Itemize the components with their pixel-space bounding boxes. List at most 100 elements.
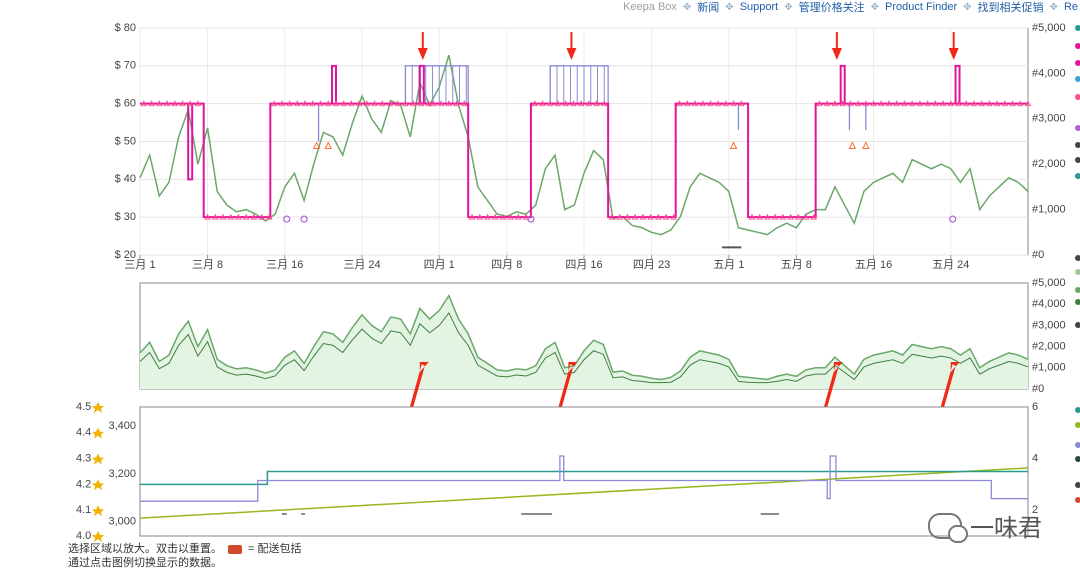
- amazon-offer-marker: [962, 100, 970, 107]
- amazon-offer-marker: [242, 213, 250, 220]
- annotation-arrow-down-icon: [566, 32, 577, 60]
- rating-star-icon: [92, 479, 104, 491]
- amazon-offer-marker: [235, 213, 242, 220]
- legend-toggle-icon: [1075, 25, 1080, 31]
- coupon-marker-icon: [283, 215, 291, 223]
- legend-toggle-icon: [1075, 422, 1080, 428]
- amazon-offer-marker: [270, 100, 278, 107]
- amazon-offer-marker: [908, 100, 916, 107]
- amazon-offer-marker: [631, 213, 639, 220]
- amazon-offer-marker: [355, 100, 363, 107]
- amazon-offer-marker: [437, 100, 445, 107]
- amazon-offer-marker: [570, 100, 577, 107]
- legend-toggle-icon: [1075, 94, 1080, 100]
- watermark-text: 一味君: [970, 515, 1042, 542]
- review-count-tick-label: 3,000: [108, 516, 136, 528]
- rating-star-icon: [92, 453, 104, 465]
- amazon-offer-marker: [140, 100, 148, 107]
- amazon-offer-marker: [916, 100, 924, 107]
- price-right-tick-label: #3,000: [1032, 113, 1066, 125]
- nav-separator-icon: ✥: [963, 1, 972, 13]
- x-tick-label: 四月 1: [424, 259, 455, 271]
- amazon-offer-marker: [286, 100, 293, 107]
- nav-product-finder-link[interactable]: Product Finder: [885, 1, 958, 13]
- x-tick-label: 五月 16: [855, 259, 892, 271]
- legend-toggle-icon: [1075, 255, 1080, 261]
- amazon-offer-marker: [924, 100, 931, 107]
- nav-deals-link[interactable]: 找到相关促销: [977, 2, 1044, 14]
- amazon-offer-marker: [476, 213, 484, 220]
- keepa-box-link[interactable]: Keepa Box: [623, 1, 677, 13]
- amazon-offer-marker: [639, 213, 647, 220]
- amazon-offer-marker: [795, 213, 802, 220]
- amazon-offer-marker: [491, 213, 499, 220]
- amazon-offer-marker: [417, 100, 425, 107]
- amazon-offer-marker: [901, 100, 908, 107]
- amazon-offer-marker: [522, 213, 530, 220]
- price-y-tick-label: $ 40: [115, 173, 136, 185]
- price-right-tick-label: #4,000: [1032, 67, 1066, 79]
- nav-more-link[interactable]: Re: [1063, 1, 1078, 13]
- nav-price-watch-link[interactable]: 管理价格关注: [798, 2, 865, 14]
- sales-rank-right-tick-label: #1,000: [1032, 362, 1066, 374]
- amazon-offer-marker: [1009, 100, 1016, 107]
- nav-support-link[interactable]: Support: [739, 1, 779, 13]
- amazon-offer-marker: [839, 100, 846, 107]
- coupon-marker-icon: [527, 215, 535, 223]
- amazon-offer-marker: [554, 100, 562, 107]
- legend-toggle-icon: [1075, 43, 1080, 49]
- legend-toggle-icon: [1075, 125, 1080, 131]
- rating-tick-label: 4.4: [76, 427, 91, 439]
- legend-toggle-icon: [1075, 142, 1080, 148]
- rating-star-icon: [92, 427, 104, 439]
- amazon-offer-marker: [676, 100, 683, 107]
- rating-right-tick-label: 6: [1032, 401, 1038, 413]
- sales-rank-right-tick-label: #4,000: [1032, 298, 1066, 310]
- legend-toggle-icon: [1075, 456, 1080, 462]
- legend-toggle-icon: [1075, 442, 1080, 448]
- top-navigation: Keepa Box ✥ 新闻 ✥ Support ✥ 管理价格关注 ✥ Prod…: [623, 0, 1080, 14]
- amazon-offer-marker: [978, 100, 985, 107]
- nav-news-link[interactable]: 新闻: [697, 2, 720, 14]
- annotation-arrow-down-icon: [417, 32, 428, 60]
- amazon-offer-marker: [816, 100, 823, 107]
- amazon-offer-marker: [655, 213, 662, 220]
- amazon-offer-marker: [371, 100, 378, 107]
- amazon-offer-marker: [546, 100, 554, 107]
- amazon-offer-marker: [802, 213, 810, 220]
- amazon-offer-marker: [148, 100, 155, 107]
- legend-toggle-icon: [1075, 157, 1080, 163]
- x-tick-label: 三月 1: [124, 259, 155, 271]
- amazon-offer-marker: [227, 213, 234, 220]
- price-y-tick-label: $ 30: [115, 211, 136, 223]
- nav-separator-icon: ✥: [784, 1, 793, 13]
- sales-rank-area: [140, 295, 1028, 389]
- price-right-tick-label: #2,000: [1032, 158, 1066, 170]
- legend-toggle-icon: [1075, 299, 1080, 305]
- buybox-spike: [954, 64, 961, 104]
- amazon-offer-marker: [730, 100, 737, 107]
- sales-rank-area-line: [139, 294, 1029, 381]
- rating-star-icon: [92, 531, 104, 542]
- x-tick-label: 三月 16: [266, 259, 303, 271]
- amazon-offer-marker: [317, 100, 324, 107]
- amazon-offer-marker: [823, 100, 831, 107]
- rating-tick-label: 4.0: [76, 530, 91, 542]
- deal-marker-icon: [312, 141, 321, 149]
- amazon-offer-marker: [409, 100, 417, 107]
- price-y-tick-label: $ 20: [115, 249, 136, 261]
- price-y-tick-label: $ 80: [115, 22, 136, 34]
- amazon-offer-marker: [402, 100, 409, 107]
- help-delivery-legend: = 配送包括: [248, 543, 302, 555]
- amazon-offer-marker: [771, 213, 779, 220]
- price-y-tick-label: $ 60: [115, 98, 136, 110]
- amazon-offer-marker: [386, 100, 394, 107]
- offer-count-line: [140, 455, 1028, 502]
- sales-rank-line: [139, 55, 1029, 236]
- amazon-offer-marker: [810, 213, 817, 220]
- amazon-offer-marker: [691, 100, 699, 107]
- amazon-offer-marker: [756, 213, 763, 220]
- amazon-offer-marker: [348, 100, 355, 107]
- amazon-offer-marker: [1017, 100, 1024, 107]
